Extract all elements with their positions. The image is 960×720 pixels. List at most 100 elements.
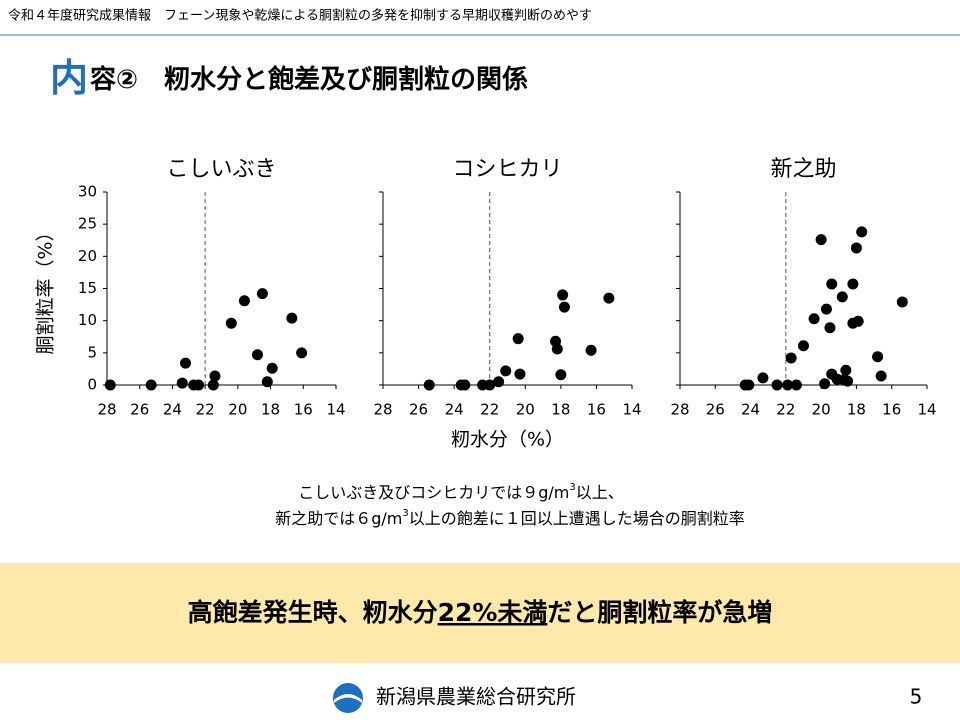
x-tick-label: 14 bbox=[917, 401, 936, 419]
note-text: 新之助では６g/m bbox=[275, 509, 402, 528]
point bbox=[757, 372, 769, 384]
y-axis-label: 胴割粒率（%） bbox=[35, 222, 57, 354]
point bbox=[856, 226, 868, 238]
chart-title: こしいぶき bbox=[166, 157, 276, 182]
x-tick-label: 18 bbox=[261, 401, 280, 419]
x-tick-label: 20 bbox=[812, 401, 831, 419]
note-text: 以上の飽差に１回以上遭遇した場合の胴割粒率 bbox=[409, 509, 745, 528]
point bbox=[847, 278, 859, 290]
point bbox=[836, 291, 848, 303]
point bbox=[790, 379, 802, 391]
x-tick-label: 28 bbox=[373, 401, 392, 419]
point bbox=[493, 376, 505, 388]
slide-title: 内容② 籾水分と飽差及び胴割粒の関係 bbox=[50, 56, 528, 100]
y-tick-label: 5 bbox=[87, 343, 97, 361]
note-line: 新之助では６g/m3以上の飽差に１回以上遭遇した場合の胴割粒率 bbox=[275, 508, 745, 528]
point bbox=[824, 322, 836, 334]
point bbox=[743, 379, 755, 391]
x-tick-label: 22 bbox=[776, 401, 795, 419]
x-tick-label: 22 bbox=[480, 401, 499, 419]
point bbox=[808, 313, 820, 325]
x-axis-label: 籾水分（%） bbox=[451, 429, 564, 451]
x-tick-label: 26 bbox=[130, 401, 149, 419]
point bbox=[251, 349, 263, 361]
footer-org: 新潟県農業総合研究所 bbox=[376, 685, 576, 709]
point bbox=[852, 315, 864, 327]
point bbox=[872, 351, 884, 363]
title-rest: 容② 籾水分と飽差及び胴割粒の関係 bbox=[90, 64, 528, 95]
y-tick-label: 20 bbox=[78, 247, 97, 265]
point bbox=[820, 303, 832, 315]
note-sup: 3 bbox=[402, 508, 408, 519]
page-number: 5 bbox=[910, 685, 923, 709]
header: 令和４年度研究成果情報 フェーン現象や乾燥による胴割粒の多発を抑制する早期収穫判… bbox=[8, 8, 592, 24]
highlight-box bbox=[0, 563, 960, 663]
x-tick-label: 24 bbox=[741, 401, 760, 419]
x-tick-label: 22 bbox=[196, 401, 215, 419]
y-tick-label: 15 bbox=[78, 279, 97, 297]
x-tick-label: 18 bbox=[551, 401, 570, 419]
point bbox=[238, 295, 250, 307]
x-tick-label: 14 bbox=[622, 401, 641, 419]
point bbox=[104, 379, 116, 391]
point bbox=[771, 379, 783, 391]
point bbox=[266, 362, 278, 374]
point bbox=[145, 379, 157, 391]
y-tick-label: 30 bbox=[78, 183, 97, 201]
x-tick-label: 16 bbox=[294, 401, 313, 419]
point bbox=[840, 364, 852, 376]
x-tick-label: 24 bbox=[163, 401, 182, 419]
chart-title: 新之助 bbox=[770, 157, 836, 182]
point bbox=[514, 368, 526, 380]
x-tick-label: 24 bbox=[445, 401, 464, 419]
point bbox=[798, 340, 809, 352]
point bbox=[225, 317, 237, 329]
note-text: 以上、 bbox=[576, 483, 624, 502]
point bbox=[286, 312, 298, 324]
conclusion: 高飽差発生時、籾水分22%未満だと胴割粒率が急増 bbox=[188, 598, 773, 627]
point bbox=[423, 379, 435, 391]
y-tick-label: 0 bbox=[87, 376, 97, 394]
note-sup: 3 bbox=[569, 482, 575, 493]
point bbox=[459, 379, 471, 391]
point bbox=[555, 369, 567, 381]
y-tick-label: 25 bbox=[78, 215, 97, 233]
x-tick-label: 26 bbox=[706, 401, 725, 419]
note-line: こしいぶき及びコシヒカリでは９g/m3以上、 bbox=[298, 482, 624, 502]
point bbox=[782, 379, 794, 391]
x-tick-label: 20 bbox=[516, 401, 535, 419]
point bbox=[176, 377, 188, 389]
point bbox=[500, 365, 512, 377]
point bbox=[875, 370, 887, 382]
x-tick-label: 16 bbox=[587, 401, 606, 419]
x-tick-label: 28 bbox=[97, 401, 116, 419]
x-tick-label: 16 bbox=[882, 401, 901, 419]
x-tick-label: 14 bbox=[326, 401, 345, 419]
conclusion-text: だと胴割粒率が急増 bbox=[547, 598, 772, 627]
point bbox=[557, 289, 569, 301]
conclusion-text: 高飽差発生時、籾水分 bbox=[188, 598, 438, 627]
point bbox=[558, 301, 570, 313]
y-tick-label: 10 bbox=[78, 311, 97, 329]
point bbox=[850, 242, 862, 254]
point bbox=[207, 379, 219, 391]
point bbox=[603, 292, 615, 304]
point bbox=[512, 333, 524, 345]
point bbox=[261, 376, 273, 388]
conclusion-emphasis: 22%未満 bbox=[438, 598, 548, 627]
point bbox=[815, 234, 827, 246]
point bbox=[296, 347, 308, 359]
point bbox=[209, 370, 221, 382]
point bbox=[551, 343, 563, 355]
point bbox=[896, 296, 908, 308]
logo bbox=[333, 683, 363, 713]
point bbox=[180, 357, 192, 369]
x-tick-label: 28 bbox=[670, 401, 689, 419]
point bbox=[484, 379, 496, 391]
title-first: 内 bbox=[50, 56, 88, 100]
point bbox=[785, 352, 797, 364]
point bbox=[826, 278, 838, 290]
note-text: こしいぶき及びコシヒカリでは９g/m bbox=[298, 483, 569, 502]
point bbox=[256, 288, 268, 300]
